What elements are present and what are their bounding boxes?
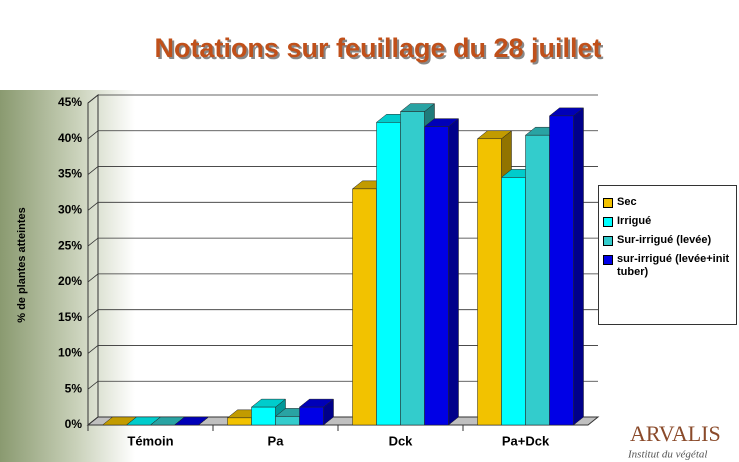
logo-subtitle: Institut du végétal [627,449,707,461]
bar [352,188,377,426]
legend-item: Sur-irrigué (levée) [603,234,732,247]
legend-item: sur-irrigué (levée+init tuber) [603,253,732,279]
y-tick-label: 0% [65,417,83,431]
x-tick-label: Témoin [127,433,173,448]
y-tick-label: 25% [58,238,82,252]
bar-side [448,118,459,426]
legend-swatch [603,236,613,246]
y-tick-label: 15% [58,310,82,324]
bar-top [173,416,210,426]
x-tick-label: Pa+Dck [502,433,550,448]
legend-swatch [603,198,613,208]
bar [299,406,324,426]
bar [251,406,276,426]
legend-item: Irrigué [603,215,732,228]
x-tick-label: Dck [389,433,414,448]
bar [501,177,526,426]
bar [477,138,502,426]
legend-label: sur-irrigué (levée+init tuber) [617,253,730,278]
bar [275,416,300,426]
y-tick-label: 40% [58,131,82,145]
bar [424,126,449,426]
background-photo [0,90,300,462]
y-tick-label: 20% [58,274,82,288]
y-axis-label: % de plantes atteintes [16,207,28,323]
legend-label: Sec [617,196,637,208]
logo-name: ARVALIS [630,421,721,446]
y-tick-label: 35% [58,167,82,181]
legend-swatch [603,217,613,227]
y-tick-label: 5% [65,381,83,395]
bar [525,134,550,426]
y-tick-label: 10% [58,346,82,360]
title-shadow: Notations sur feuillage du 28 juillet [156,35,603,65]
legend-item: Sec [603,196,732,209]
legend-label: Irrigué [617,215,652,227]
y-tick-label: 45% [58,95,82,109]
bar [400,111,425,426]
legend-label: Sur-irrigué (levée) [617,234,712,246]
grid-line [87,94,598,104]
legend: Sec Irrigué Sur-irrigué (levée) sur-irrigué… [598,185,737,325]
chart-title: Notations sur feuillage du 28 juillet [154,33,601,63]
bar-side [573,107,584,426]
bar [549,115,574,426]
bar [227,417,252,426]
legend-swatch [603,255,613,265]
x-tick-label: Pa [268,433,285,448]
bar [376,122,401,426]
y-tick-label: 30% [58,203,82,217]
